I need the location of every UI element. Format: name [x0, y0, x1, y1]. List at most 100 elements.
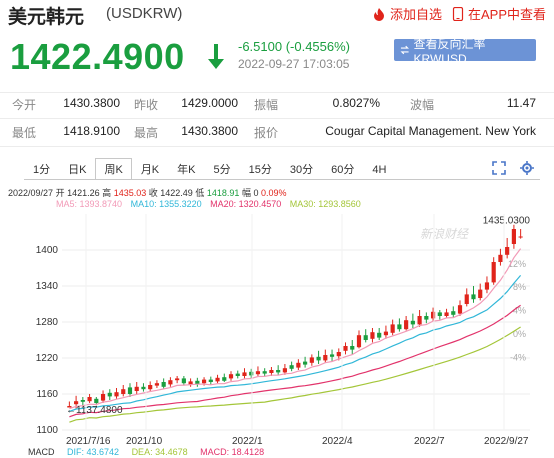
- candle-body: [235, 373, 240, 376]
- candle-body: [228, 374, 234, 379]
- candle-body: [363, 335, 368, 340]
- candle-body: [269, 370, 274, 373]
- y-tick-label: 1340: [36, 281, 59, 292]
- ohlc-close: 1422.49: [160, 188, 193, 198]
- x-tick-label: 2022/9/27: [484, 436, 529, 447]
- candle-body: [107, 392, 112, 397]
- candle-body: [121, 389, 126, 394]
- candle-body: [127, 387, 133, 394]
- phone-icon: [452, 6, 464, 21]
- tab-4[interactable]: 年K: [177, 164, 196, 176]
- candle-body: [242, 372, 247, 376]
- candle-body: [309, 357, 314, 363]
- candle-body: [329, 354, 335, 357]
- candle-body: [161, 382, 166, 387]
- candle-body: [390, 324, 395, 333]
- ohlc-open-label: 开: [55, 188, 65, 198]
- open-value: 1430.3800: [63, 96, 120, 110]
- min-label: ←1137.4800: [66, 405, 123, 416]
- ma5-value: MA5: 1393.8740: [56, 199, 123, 209]
- candle-body: [222, 377, 227, 381]
- current-price: 1422.4900: [10, 36, 185, 77]
- candle-body: [518, 236, 523, 238]
- ohlc-open: 1421.26: [67, 188, 100, 198]
- candle-body: [255, 371, 261, 375]
- candlestick-chart[interactable]: 1100 1160 1220 1280 1340 1400 12% 8% 4% 0% -4% 1435…: [0, 208, 554, 448]
- candle-body: [195, 380, 200, 385]
- quoter-label: 报价: [254, 126, 279, 140]
- chart-tools: [492, 161, 534, 175]
- x-tick-label: 2021/7/16: [66, 436, 111, 447]
- page-title: 美元韩元: [8, 7, 85, 28]
- candle-body: [67, 406, 72, 408]
- candle-body: [370, 332, 375, 339]
- candle-body: [430, 311, 436, 319]
- ohlc-date: 2022/09/27: [8, 188, 54, 198]
- candle-body: [262, 371, 267, 374]
- tab-1[interactable]: 日K: [68, 164, 87, 176]
- candle-body: [276, 370, 281, 373]
- candle-body: [289, 365, 294, 369]
- tab-0[interactable]: 1分: [33, 164, 51, 176]
- candle-body: [208, 379, 213, 382]
- candle-body: [94, 398, 99, 403]
- tab-8[interactable]: 60分: [331, 164, 355, 176]
- amplitude-label: 振幅: [254, 98, 279, 112]
- candle-body: [148, 385, 153, 390]
- candle-body: [296, 362, 301, 368]
- x-tick-label: 2021/10: [126, 436, 163, 447]
- ma5-line: [69, 248, 522, 410]
- ma20-value: MA20: 1320.4570: [210, 199, 282, 209]
- tab-9[interactable]: 4H: [372, 164, 387, 176]
- reverse-rate-button[interactable]: 查看反向汇率 KRWUSD: [394, 37, 536, 66]
- stats-row-1: 今开 1430.3800 昨收 1429.0000 振幅 0.8027% 波幅 …: [0, 96, 554, 118]
- period-tabs: 1分 日K 周K 月K 年K 5分 15分 30分 60分 4H: [24, 158, 395, 180]
- candle-body: [404, 320, 409, 330]
- settings-icon[interactable]: [520, 161, 534, 175]
- open-in-app-label: 在APP中查看: [468, 7, 547, 22]
- add-watchlist-button[interactable]: 添加自选: [372, 4, 442, 23]
- down-arrow-icon: [208, 44, 224, 69]
- tab-7[interactable]: 30分: [289, 164, 314, 176]
- macd-legend: MACD DIF: 43.6742 DEA: 34.4678 MACD: 18.…: [28, 447, 274, 457]
- flame-icon: [374, 7, 384, 21]
- reverse-rate-label: 查看反向汇率 KRWUSD: [413, 36, 486, 66]
- pct-tick-label: -4%: [510, 352, 526, 362]
- candle-body: [87, 397, 92, 402]
- candle-body: [343, 346, 348, 351]
- candle-body: [424, 316, 429, 320]
- candle-body: [114, 392, 119, 397]
- candle-body: [383, 331, 389, 336]
- quote-header: 美元韩元 (USDKRW) 添加自选 在APP中查看: [0, 0, 554, 28]
- candle-body: [471, 294, 476, 300]
- tab-2[interactable]: 周K: [95, 158, 132, 180]
- candle-body: [175, 378, 180, 381]
- candle-body: [249, 371, 254, 376]
- candle-body: [491, 262, 496, 283]
- fullscreen-icon[interactable]: [492, 161, 506, 175]
- candle-body: [215, 377, 220, 382]
- candle-body: [336, 352, 341, 357]
- tabs-baseline: [24, 179, 540, 180]
- candle-body: [397, 324, 402, 330]
- candle-body: [457, 305, 463, 314]
- candle-body: [444, 312, 449, 316]
- high-label: 最高: [134, 126, 159, 140]
- ma10-line: [69, 275, 522, 412]
- divider: [0, 118, 554, 119]
- candle-body: [356, 335, 362, 348]
- open-in-app-button[interactable]: 在APP中查看: [452, 4, 546, 23]
- tab-3[interactable]: 月K: [140, 164, 160, 176]
- quote-timestamp: 2022-09-27 17:03:05: [238, 57, 350, 71]
- pct-tick-label: 0%: [513, 329, 526, 339]
- candle-body: [188, 381, 193, 385]
- macd-value: MACD: 18.4128: [200, 447, 265, 457]
- tab-6[interactable]: 15分: [248, 164, 272, 176]
- candle-body: [350, 346, 355, 350]
- symbol-code: (USDKRW): [106, 5, 183, 22]
- swap-icon: [400, 45, 410, 55]
- pct-tick-label: 4%: [513, 306, 526, 316]
- pct-tick-label: 8%: [513, 282, 526, 292]
- tab-5[interactable]: 5分: [213, 164, 231, 176]
- quoter-value: Cougar Capital Management. New York: [325, 124, 536, 138]
